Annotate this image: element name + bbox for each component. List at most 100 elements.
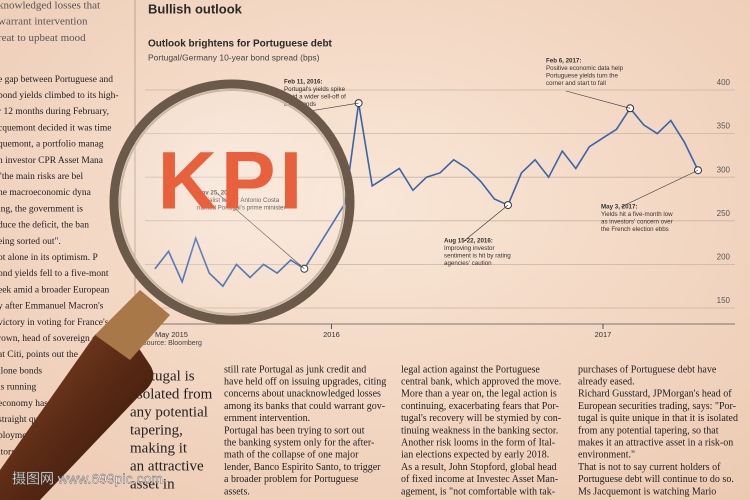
annotation-text: agencies' caution — [444, 260, 492, 267]
left-column-line: quemont, a portfolio manag — [0, 139, 104, 150]
article-line: Portuguese debt will continue to do so. — [578, 474, 734, 485]
article-line: a broader problem for Portuguese — [224, 474, 359, 485]
left-column-line: "the main risks are bel — [0, 172, 83, 182]
article-line: concerns about unacknowledged losses — [224, 389, 381, 400]
article-line: As a result, John Stopford, global head — [401, 462, 557, 473]
article-line: the banking system only for the after- — [224, 437, 374, 448]
article-line: central bank, which approved the move. — [401, 376, 561, 387]
kpi-text: KPI — [158, 136, 307, 227]
lens — [109, 79, 355, 325]
article-line: Portugal has been trying to sort out — [224, 425, 365, 436]
annotation-text: as investors' concern over — [601, 219, 673, 226]
article-line: More than a year on, the legal action is — [401, 389, 557, 400]
lens-rim — [119, 89, 345, 315]
annotation-leader — [565, 90, 631, 109]
left-column-line: ilone bonds — [0, 366, 42, 376]
handle — [0, 326, 154, 500]
article-line: lender, Banco Espirito Santo, to trigger — [224, 462, 381, 473]
article-line: environment." — [578, 450, 635, 461]
chart: 150 200 250 300 350 400 May 2015 2016 2017 Feb 11… — [145, 58, 735, 339]
article-line: legal action against the Portuguese — [401, 364, 540, 375]
left-column-line: is running — [0, 383, 37, 393]
left-column-line: at Citi, points out the — [0, 350, 78, 360]
article-line: from any potential tapering, so that — [578, 425, 719, 436]
left-column-line: bond yields climbed to its high- — [0, 91, 119, 101]
chart-subtitle: Outlook brightens for Portuguese debt — [148, 39, 333, 50]
x-tick-label: 2017 — [595, 330, 612, 339]
article-line: makes it an attractive asset in a risk-o… — [578, 437, 733, 448]
y-tick-label: 350 — [717, 122, 731, 131]
article-line: still rate Portugal as junk credit and — [224, 364, 366, 375]
left-column-line: knowledged losses that — [0, 0, 100, 12]
article-line: agement, is "not comfortable with tak- — [401, 486, 555, 497]
article-line: Ms Jacquemont is watching Mario — [578, 486, 716, 497]
article-line: That is not to say current holders of — [578, 462, 721, 473]
ferrule — [95, 290, 170, 360]
annotation-text: corner and start to fall — [546, 80, 606, 87]
left-column-line: straight quarters, — [0, 415, 62, 425]
left-column-line: eek amid a broader European — [0, 285, 110, 295]
left-column-line: n investor CPR Asset Mana — [0, 156, 104, 166]
pull-quote: tapering, — [130, 422, 183, 438]
watermark: 摄图网 www.699pic.com — [12, 471, 163, 487]
left-column-line: eing sorted out". — [0, 237, 61, 247]
y-axis-label: Portugal/Germany 10-year bond spread (bp… — [148, 52, 320, 62]
article-line: among its banks that could warrant gov- — [224, 401, 385, 412]
pull-quote: any potential — [130, 404, 208, 420]
article-line: tugal's recovery will be stymied by con- — [401, 413, 561, 424]
x-tick-label: 2016 — [323, 330, 340, 339]
article-line: tinuing weakness in the banking sector. — [401, 425, 558, 436]
annotation-text: May 3, 2017: — [601, 204, 637, 211]
article-line: ernment intervention. — [224, 413, 310, 424]
left-column-line: rown, head of sovereign de — [0, 333, 101, 344]
annotation-leader — [620, 169, 699, 208]
left-column-line: cquemont decided it was time — [0, 123, 111, 133]
article-line: of fixed income at Investec Asset Man- — [401, 474, 558, 485]
y-tick-label: 250 — [717, 209, 731, 218]
annotation-text: Aug 15-22, 2016: — [444, 238, 493, 245]
left-column-line: r 12 months during February, — [0, 107, 109, 117]
annotation-leader — [463, 204, 509, 242]
article-line: purchases of Portuguese debt have — [578, 364, 717, 375]
source: Source: Bloomberg — [142, 340, 202, 347]
article-line: math of the collapse of one major — [224, 450, 359, 461]
pull-quote: 'isolated from — [130, 386, 213, 402]
left-column-line: victory in voting for France's — [0, 317, 109, 328]
article-line: already eased. — [578, 376, 635, 387]
article-line: ian elections expected by early 2018. — [401, 450, 549, 461]
left-column-line: duce the deficit, the ban — [0, 220, 89, 231]
pull-quote: asset in — [130, 476, 175, 492]
article-line: Another risk looms in the form of Ital- — [401, 437, 555, 448]
article-line: have held off on issuing upgrades, citin… — [224, 376, 386, 387]
annotation-text: sentiment is hit by rating — [444, 253, 511, 260]
left-column-line: he macroeconomic dyna — [0, 188, 92, 198]
left-column-line: ond yields fell to a five-mont — [0, 268, 109, 279]
annotation-text: Portuguese yields turn the — [546, 73, 618, 80]
left-column-line: itors — [0, 447, 15, 457]
left-column-line: ot alone in its optimism. P — [0, 253, 98, 263]
y-tick-label: 300 — [717, 165, 731, 174]
annotation-text: the French election ebbs — [601, 226, 669, 233]
article-line: tugal is quite unique in that it is isol… — [578, 413, 738, 424]
y-tick-label: 400 — [717, 78, 731, 87]
left-column-line: warrant intervention — [0, 16, 88, 28]
annotation-text: Feb 11, 2016: — [284, 79, 323, 86]
pull-quote: an attractive — [130, 458, 204, 474]
y-tick-label: 150 — [717, 296, 731, 305]
chart-title: Bullish outlook — [148, 1, 243, 16]
annotation-text: Positive economic data help — [546, 65, 624, 72]
x-tick-label: May 2015 — [155, 330, 188, 339]
article-line: assets. — [224, 486, 250, 497]
annotation-text: amid a wider sell-off of — [284, 94, 346, 101]
annotation-text: Improving investor — [444, 245, 495, 252]
left-column-line: ing, the government is — [0, 204, 83, 214]
y-tick-label: 200 — [717, 253, 731, 262]
annotation-text: Feb 6, 2017: — [546, 58, 581, 65]
pull-quote: making it — [130, 440, 188, 456]
left-column-line: reat to upbeat mood — [0, 32, 86, 44]
magnifier — [0, 79, 355, 500]
left-column-line: y after Emmanuel Macron's — [0, 301, 104, 312]
left-column-line: e gap between Portuguese and — [0, 75, 113, 85]
